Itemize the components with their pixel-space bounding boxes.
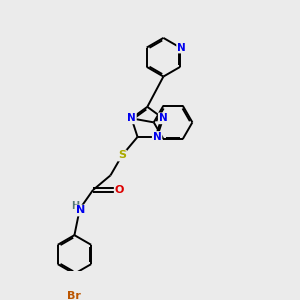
Text: N: N [177, 43, 186, 52]
Text: H: H [71, 201, 79, 211]
Text: N: N [76, 206, 85, 215]
Text: N: N [127, 113, 136, 123]
Text: N: N [159, 113, 167, 123]
Text: O: O [115, 185, 124, 195]
Text: Br: Br [68, 291, 81, 300]
Text: S: S [118, 151, 126, 160]
Text: N: N [153, 132, 161, 142]
